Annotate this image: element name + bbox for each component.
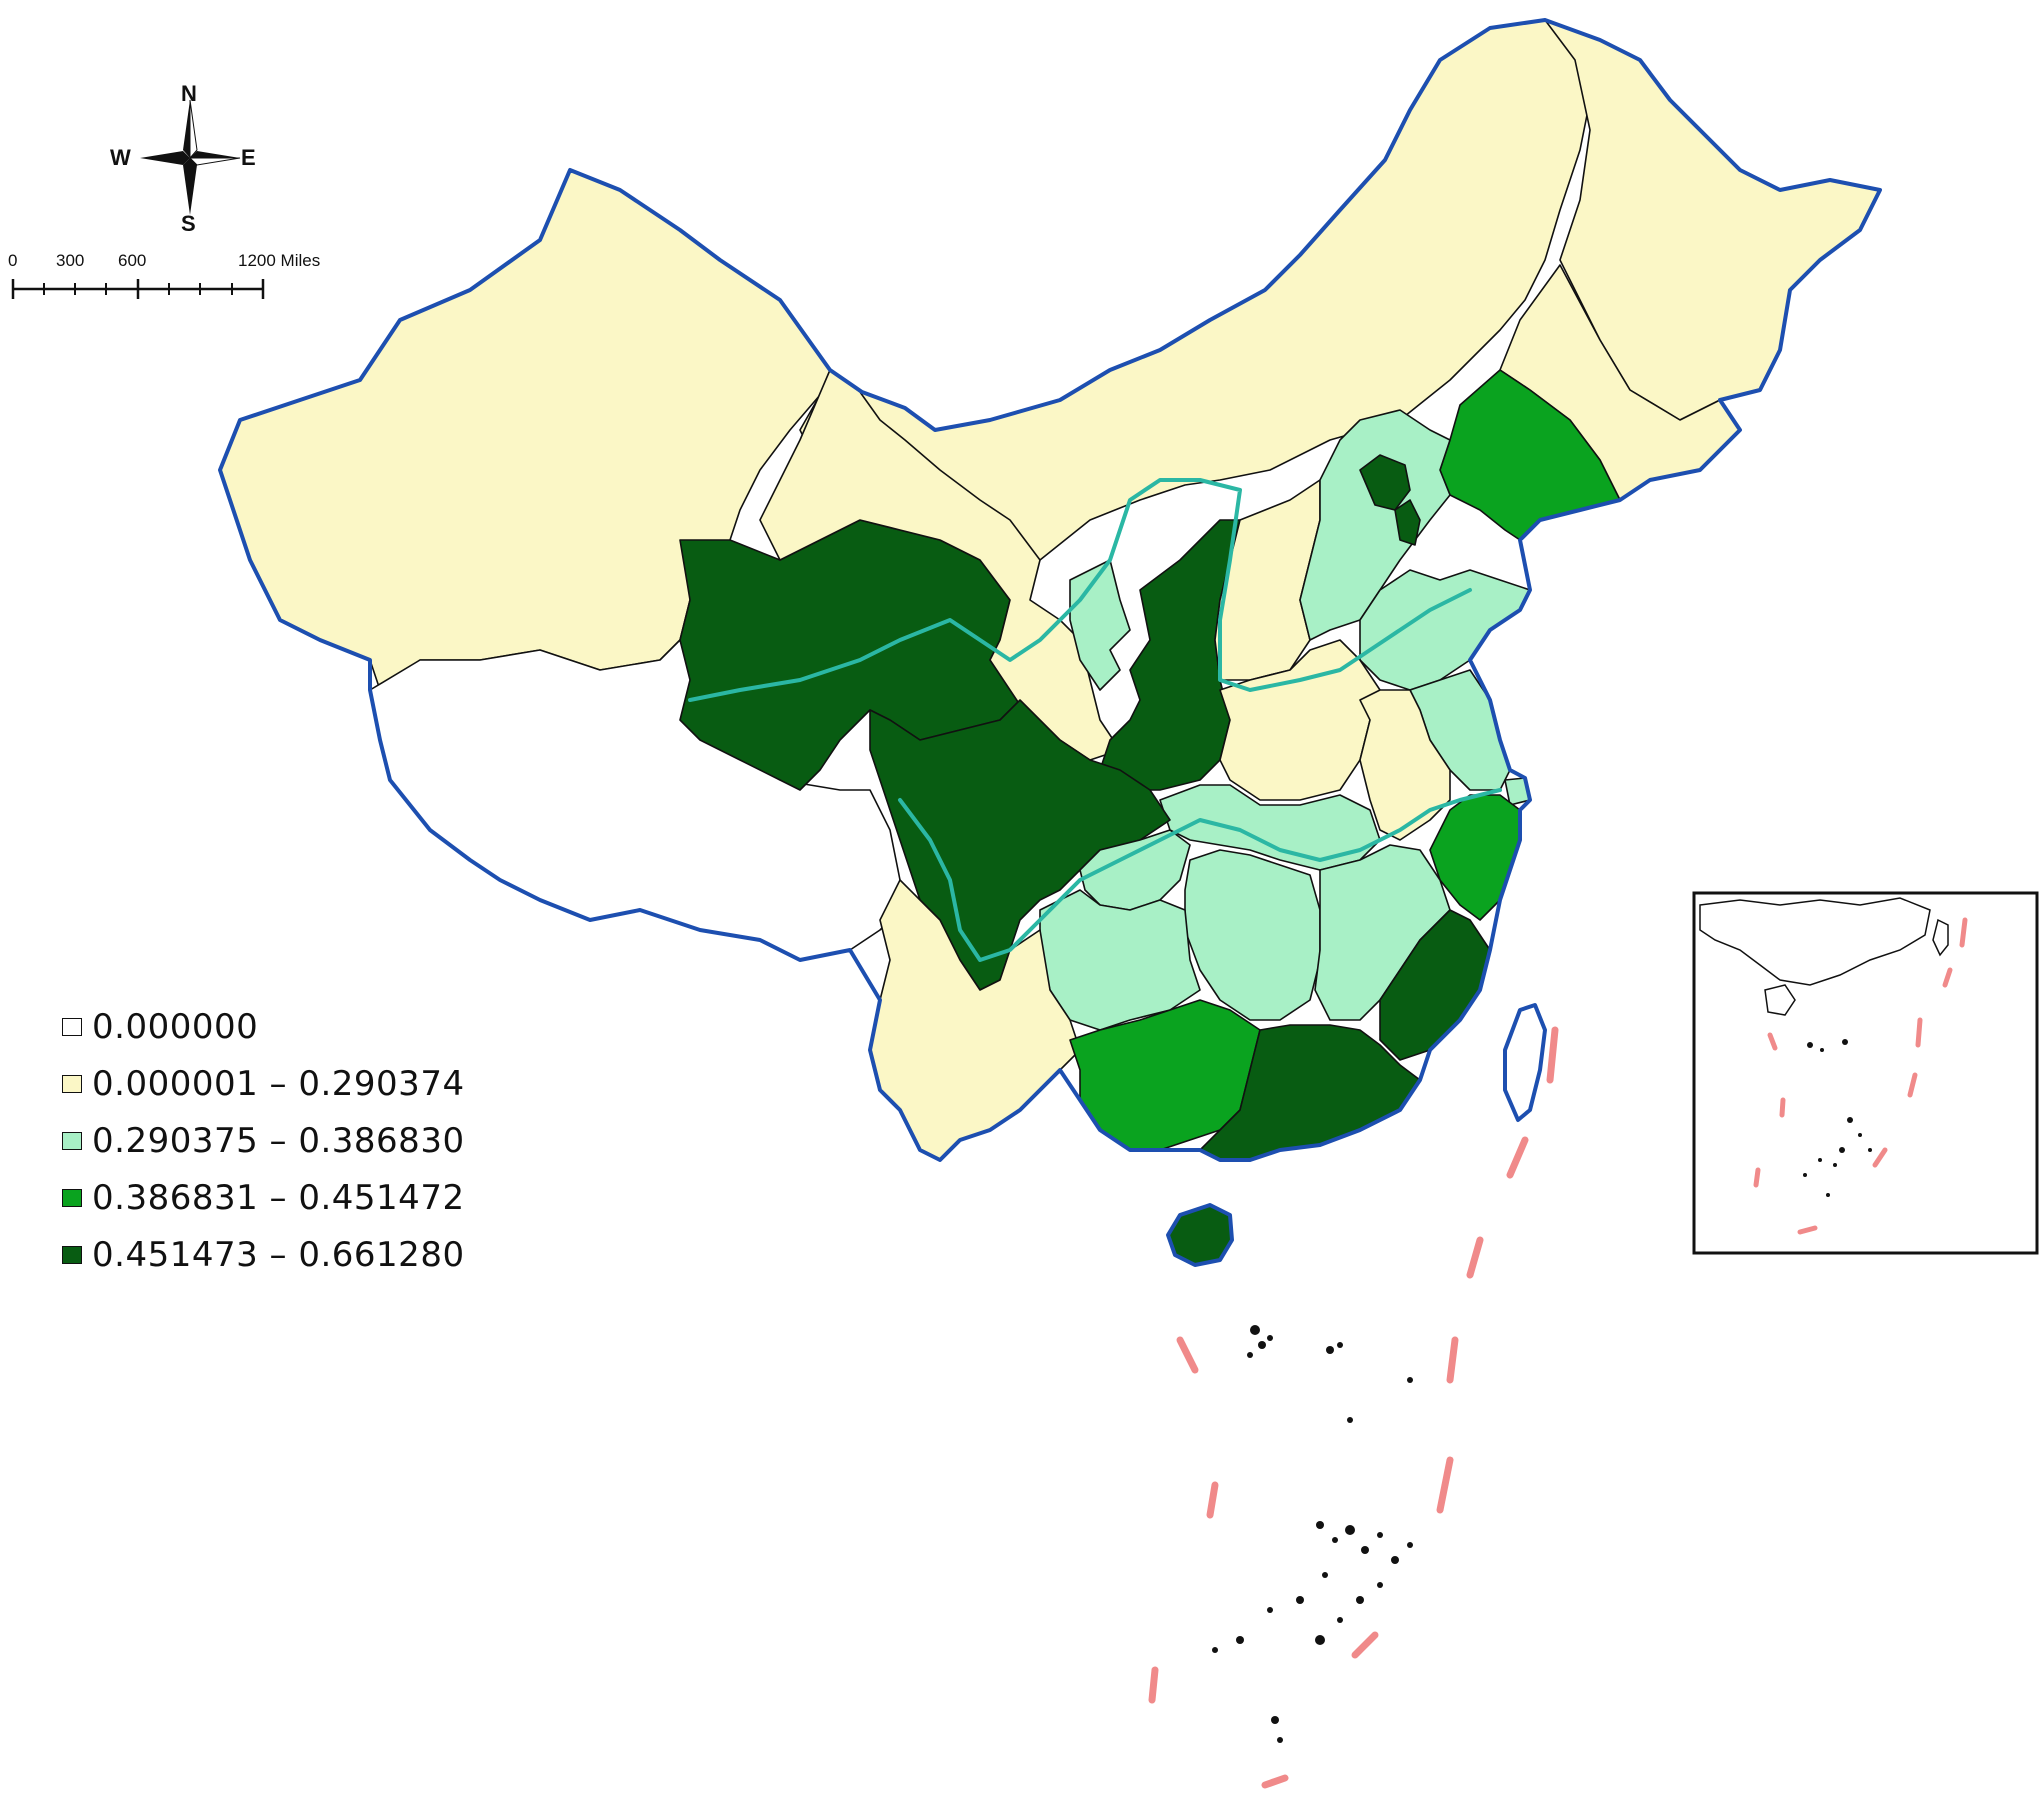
hainan-boundary bbox=[1166, 1203, 1234, 1267]
region-anhui bbox=[1359, 689, 1451, 841]
inset-map bbox=[1692, 891, 2039, 1255]
legend-label: 0.386831 – 0.451472 bbox=[92, 1177, 465, 1218]
legend-item: 0.451473 – 0.661280 bbox=[62, 1226, 465, 1283]
taiwan-boundary bbox=[1503, 1003, 1547, 1122]
compass-north-label: N bbox=[181, 81, 197, 106]
yangtze-river bbox=[898, 788, 1502, 962]
compass-south-label: S bbox=[181, 211, 196, 236]
legend-swatch bbox=[62, 1245, 82, 1264]
north-arrow-icon: N S E W bbox=[110, 81, 256, 236]
legend-label: 0.451473 – 0.661280 bbox=[92, 1234, 465, 1275]
region-hunan bbox=[1184, 849, 1321, 1021]
compass-west-label: W bbox=[110, 145, 131, 170]
region-hubei bbox=[1159, 784, 1381, 871]
nine-dash-line bbox=[1148, 1026, 1559, 1789]
legend-label: 0.000001 – 0.290374 bbox=[92, 1063, 465, 1104]
legend-item: 0.386831 – 0.451472 bbox=[62, 1169, 465, 1226]
legend-swatch bbox=[62, 1017, 82, 1036]
legend-label: 0.290375 – 0.386830 bbox=[92, 1120, 465, 1161]
scale-tick-label: 300 bbox=[56, 251, 84, 270]
legend-label: 0.000000 bbox=[92, 1006, 259, 1047]
legend-item: 0.290375 – 0.386830 bbox=[62, 1112, 465, 1169]
legend-swatch bbox=[62, 1131, 82, 1150]
national-boundary bbox=[218, 18, 1882, 1162]
scale-bar: 0 300 600 1200 Miles bbox=[8, 251, 320, 299]
region-shandong bbox=[1359, 569, 1531, 691]
legend-item: 0.000000 bbox=[62, 998, 465, 1055]
south-china-sea-islands bbox=[1212, 1325, 1413, 1743]
scale-tick-label: 1200 Miles bbox=[238, 251, 320, 270]
region-chongqing bbox=[1079, 829, 1191, 911]
region-tianjin bbox=[1394, 499, 1421, 546]
region-beijing bbox=[1359, 454, 1411, 511]
legend-item: 0.000001 – 0.290374 bbox=[62, 1055, 465, 1112]
legend-swatch bbox=[62, 1188, 82, 1207]
scale-tick-label: 600 bbox=[118, 251, 146, 270]
region-sichuan bbox=[869, 699, 1171, 991]
legend-swatch bbox=[62, 1074, 82, 1093]
legend: 0.000000 0.000001 – 0.290374 0.290375 – 0.… bbox=[62, 998, 465, 1283]
yellow-river bbox=[688, 478, 1472, 702]
compass-east-label: E bbox=[241, 145, 256, 170]
scale-tick-label: 0 bbox=[8, 251, 17, 270]
